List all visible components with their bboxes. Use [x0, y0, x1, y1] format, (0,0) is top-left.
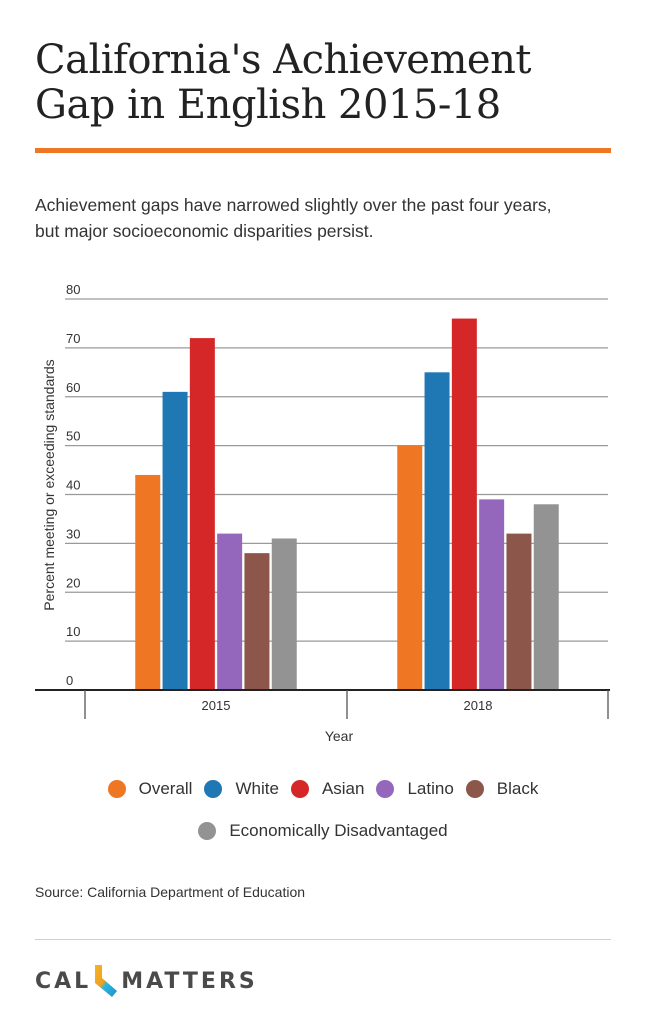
bar-black-2015 [244, 553, 270, 690]
legend-swatch-icon [107, 780, 126, 798]
bar-overall-2018 [397, 445, 423, 690]
logo-text-cal: CAL [35, 968, 92, 994]
bar-white-2018 [424, 372, 450, 690]
legend-swatch-icon [290, 780, 309, 798]
legend-row-1: Overall White Asian Latino Black [0, 779, 646, 799]
title-accent-rule [35, 148, 611, 153]
legend-label: White [235, 779, 279, 798]
y-tick-label: 10 [66, 624, 80, 639]
x-tick-label: 2015 [202, 698, 231, 713]
calmatters-logo: CAL MATTERS [35, 963, 258, 999]
bar-asian-2015 [189, 338, 215, 690]
bar-white-2015 [162, 391, 188, 690]
title-line-2: Gap in English 2015-18 [35, 82, 501, 128]
legend-item-economically-disadvantaged: Economically Disadvantaged [198, 821, 448, 841]
bar-latino-2018 [479, 499, 505, 690]
x-axis-label: Year [325, 728, 354, 744]
legend-label: Asian [321, 779, 365, 798]
legend-swatch-icon [465, 780, 484, 798]
legend-item-overall: Overall [107, 779, 193, 799]
logo-text-matters: MATTERS [121, 968, 258, 994]
bar-economically-disadvantaged-2015 [271, 538, 297, 690]
y-tick-label: 0 [66, 673, 73, 688]
subtitle-line-2: but major socioeconomic disparities pers… [35, 221, 374, 241]
bar-economically-disadvantaged-2018 [533, 504, 559, 690]
title-line-1: California's Achievement [35, 37, 531, 83]
bar-chart: 0 10 20 30 40 50 60 70 80 2015 2018 Percent meeti… [35, 282, 610, 744]
legend-row-2: Economically Disadvantaged [0, 821, 646, 841]
legend-swatch-icon [204, 780, 223, 798]
y-tick-labels: 0 10 20 30 40 50 60 70 80 [66, 282, 80, 688]
legend-swatch-icon [198, 822, 217, 840]
x-tick-label: 2018 [464, 698, 493, 713]
legend-item-latino: Latino [376, 779, 454, 799]
y-tick-label: 40 [66, 478, 80, 493]
legend-item-black: Black [465, 779, 539, 799]
y-tick-label: 30 [66, 526, 80, 541]
subtitle-line-1: Achievement gaps have narrowed slightly … [35, 195, 552, 215]
legend-label: Latino [407, 779, 454, 798]
legend-label: Black [496, 779, 539, 798]
california-state-icon [95, 965, 118, 997]
legend-item-white: White [204, 779, 279, 799]
bars [135, 318, 559, 690]
legend-swatch-icon [376, 780, 395, 798]
y-tick-label: 70 [66, 331, 80, 346]
bar-black-2018 [506, 533, 532, 690]
y-tick-label: 50 [66, 429, 80, 444]
legend-label: Economically Disadvantaged [229, 821, 448, 840]
y-tick-label: 60 [66, 380, 80, 395]
source-note: Source: California Department of Educati… [35, 884, 306, 900]
y-tick-label: 20 [66, 575, 80, 590]
x-axis: 2015 2018 [35, 689, 610, 719]
chart-title: California's Achievement Gap in English … [35, 38, 615, 128]
legend-label: Overall [138, 779, 193, 798]
bar-overall-2015 [135, 474, 161, 690]
legend-item-asian: Asian [290, 779, 365, 799]
bar-latino-2015 [217, 533, 243, 690]
footer-divider [35, 939, 611, 940]
y-tick-label: 80 [66, 282, 80, 297]
bar-asian-2018 [451, 318, 477, 690]
chart-subtitle: Achievement gaps have narrowed slightly … [35, 192, 625, 244]
y-axis-label: Percent meeting or exceeding standards [41, 359, 57, 610]
